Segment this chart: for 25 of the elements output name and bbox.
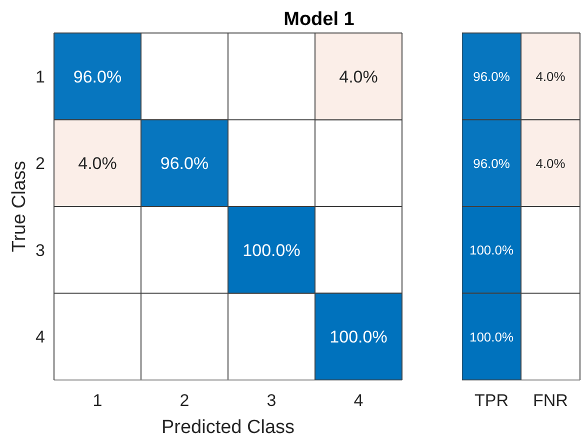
data-label: 100.0% [470,329,514,344]
x-tick-label: 1 [92,391,102,410]
x-tick-label: FNR [533,391,568,410]
y-tick-label: 2 [36,154,45,174]
data-label: 100.0% [330,328,388,347]
data-label: 4.0% [78,154,117,174]
x-axis-title: Predicted Class [161,417,295,437]
data-label: 100.0% [470,242,514,258]
data-label: 4.0% [339,67,378,86]
y-tick-label: 3 [36,240,45,260]
data-label: 96.0% [473,69,510,84]
x-tick-label: 4 [354,391,364,410]
y-tick-label: 4 [36,328,45,347]
data-label: 96.0% [73,67,122,86]
data-label: 100.0% [242,240,300,260]
x-tick-label: 3 [266,391,276,410]
x-tick-label: 2 [180,391,190,410]
data-label: 96.0% [473,156,510,171]
data-label: 4.0% [536,156,566,171]
x-tick-label: TPR [474,391,508,410]
data-label: 96.0% [160,154,209,174]
y-axis-title: True Class [9,160,30,252]
data-label: 4.0% [536,69,566,84]
y-tick-label: 1 [36,67,45,86]
chart-title: Model 1 [282,9,356,31]
